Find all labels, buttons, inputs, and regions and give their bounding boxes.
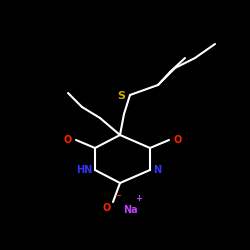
Text: N: N [153, 165, 161, 175]
Text: −: − [114, 191, 121, 200]
Text: O: O [173, 135, 181, 145]
Text: Na: Na [123, 205, 138, 215]
Text: S: S [117, 91, 125, 101]
Text: +: + [135, 194, 142, 203]
Text: HN: HN [76, 165, 92, 175]
Text: O: O [64, 135, 72, 145]
Text: O: O [103, 203, 111, 213]
